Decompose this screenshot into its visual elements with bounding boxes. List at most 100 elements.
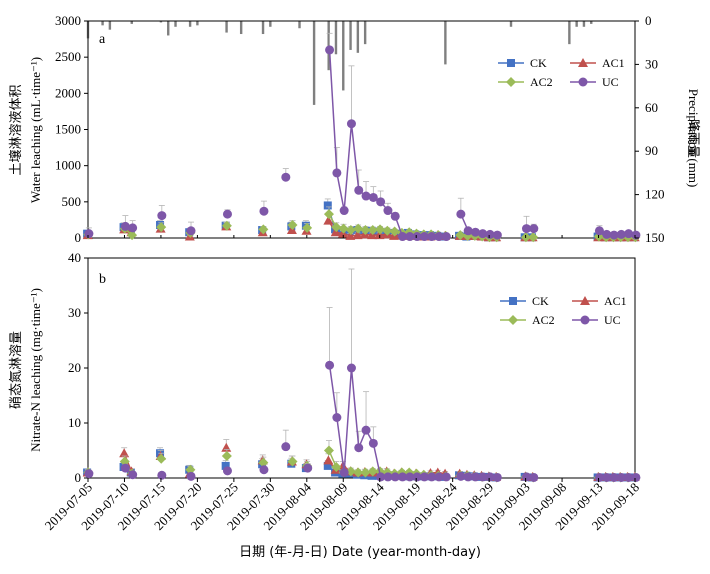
series-uc	[84, 268, 641, 482]
data-point	[222, 466, 232, 476]
data-point	[602, 472, 612, 482]
legend-label: AC2	[530, 75, 553, 89]
data-point	[434, 472, 444, 482]
data-point	[339, 206, 349, 216]
data-point	[287, 219, 298, 230]
plot-frame	[87, 20, 636, 239]
y-tick-label: 0	[75, 470, 82, 485]
data-point	[383, 206, 393, 216]
data-point	[323, 445, 334, 456]
legend-label: UC	[604, 313, 621, 327]
data-point	[456, 209, 466, 219]
data-point	[360, 225, 371, 236]
data-point	[325, 360, 335, 370]
data-point	[485, 472, 495, 482]
data-point	[470, 227, 480, 237]
data-point	[221, 451, 232, 461]
legend-label: CK	[532, 294, 549, 308]
data-point	[185, 464, 196, 475]
data-point	[427, 232, 437, 242]
data-point	[346, 363, 356, 373]
data-point	[338, 223, 349, 234]
data-point	[367, 225, 378, 236]
data-point	[360, 467, 371, 478]
data-point	[323, 461, 332, 470]
precipitation-bar	[312, 21, 316, 105]
data-point	[419, 472, 429, 482]
data-point	[398, 472, 408, 482]
legend: CK AC1 AC2 UC	[498, 56, 625, 89]
data-point	[616, 229, 626, 239]
data-point	[258, 457, 269, 468]
precipitation-bar	[342, 21, 345, 91]
data-point	[485, 229, 495, 239]
x-axis: 2019-07-052019-07-102019-07-152019-07-20…	[42, 478, 642, 533]
data-point	[522, 472, 531, 482]
data-point	[331, 462, 342, 472]
y2-tick-label: 150	[645, 230, 665, 245]
data-point	[412, 232, 422, 242]
data-point	[441, 472, 451, 482]
y2-tick-label: 60	[645, 100, 658, 115]
data-point	[337, 228, 348, 238]
data-point	[492, 472, 502, 482]
legend-item-ac2: AC2	[500, 313, 555, 327]
data-point	[128, 470, 138, 480]
data-point	[463, 226, 473, 236]
legend-item-ac1: AC1	[570, 56, 625, 70]
data-point	[346, 119, 356, 129]
data-point	[594, 226, 604, 236]
panel-b: 0 10 20 30 40 b 硝态氮淋溶量 Nitrate-N leaching (mg·t…	[9, 250, 642, 533]
y2-axis: 0 30 60 90 120 150	[635, 13, 665, 245]
data-point	[375, 224, 386, 235]
data-point	[156, 222, 167, 233]
data-point	[390, 472, 400, 482]
legend-item-uc: UC	[572, 313, 621, 327]
data-point	[259, 465, 269, 475]
data-point	[303, 463, 313, 473]
precipitation-bar	[444, 21, 447, 65]
precipitation-bar	[130, 21, 133, 24]
data-point	[456, 471, 466, 481]
precipitation-bar	[509, 21, 513, 27]
y-axis-title-cn: 土壤淋溶液体积	[8, 84, 24, 175]
legend-item-ck: CK	[500, 294, 549, 308]
series-line	[328, 365, 447, 478]
data-point	[405, 232, 415, 242]
data-point	[221, 442, 232, 452]
precipitation-bar	[590, 21, 593, 24]
data-point	[470, 472, 480, 482]
legend-item-ac2: AC2	[498, 75, 553, 89]
precipitation-bar	[108, 21, 112, 30]
data-point	[286, 225, 297, 235]
data-point	[352, 230, 363, 240]
data-point	[609, 472, 619, 482]
data-point	[345, 230, 356, 240]
data-point	[361, 425, 371, 435]
precipitation-bar	[101, 21, 104, 26]
precipitation-bar	[188, 21, 192, 27]
legend-item-ac1: AC1	[572, 294, 627, 308]
data-point	[594, 472, 604, 482]
legend-marker	[578, 58, 588, 67]
precipitation-bar	[356, 21, 360, 53]
precipitation-bar	[261, 21, 265, 35]
data-point	[120, 221, 130, 231]
y-tick-label: 0	[75, 230, 82, 245]
data-point	[602, 229, 612, 239]
data-point	[529, 472, 539, 482]
precipitation-bar	[575, 21, 578, 27]
data-point	[427, 472, 437, 482]
data-point	[302, 222, 313, 233]
precipitation-bar	[582, 21, 586, 27]
y-tick-label: 1000	[55, 158, 81, 173]
legend: CK AC1 AC2 UC	[500, 294, 627, 327]
data-point	[376, 472, 386, 482]
legend-marker	[506, 77, 516, 87]
data-point	[323, 201, 332, 210]
data-point	[390, 211, 400, 221]
data-point	[119, 448, 130, 458]
data-point	[345, 225, 356, 236]
y-axis-title-en: Water leaching (mL·time⁻¹)	[28, 57, 43, 203]
